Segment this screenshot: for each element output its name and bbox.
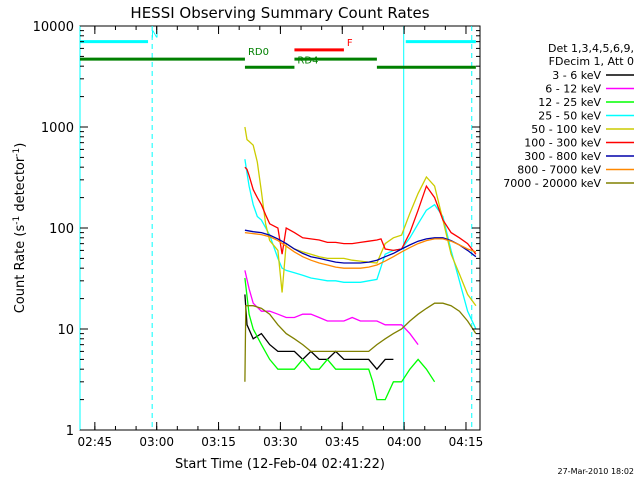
chart-title: HESSI Observing Summary Count Rates — [130, 4, 429, 22]
legend-label-0: 3 - 6 keV — [552, 69, 601, 82]
series-line-3 — [244, 159, 477, 330]
y-label-end: ) — [13, 143, 28, 148]
y-axis-ticks: 1 10 100 1000 10000 — [33, 20, 480, 439]
x-tick-label-3: 03:30 — [263, 435, 298, 449]
y-tick-label-4: 10000 — [33, 20, 74, 35]
legend: Det 1,3,4,5,6,9, FDecim 1, Att 0 3 - 6 k… — [503, 42, 634, 190]
y-tick-label-3: 1000 — [41, 121, 74, 136]
legend-label-5: 100 - 300 keV — [524, 137, 601, 150]
legend-label-8: 7000 - 20000 keV — [503, 177, 601, 190]
series-line-2 — [244, 277, 436, 401]
x-tick-label-5: 04:00 — [387, 435, 422, 449]
y-axis-label: Count Rate (s-1 detector-1) — [12, 143, 28, 314]
series-line-7 — [244, 231, 477, 269]
y-tick-label-1: 10 — [57, 323, 74, 338]
y-tick-label-2: 100 — [49, 222, 74, 237]
y-label-mid: detector — [13, 156, 28, 216]
footer-timestamp: 27-Mar-2010 18:02 — [558, 467, 635, 476]
flag-label-0: N — [151, 30, 158, 41]
series-line-4 — [244, 126, 477, 307]
x-tick-label-2: 03:15 — [201, 435, 236, 449]
legend-header-line-2: FDecim 1, Att 0 — [549, 55, 634, 68]
y-label-sup-1: -1 — [12, 216, 22, 225]
legend-label-7: 800 - 7000 keV — [517, 164, 601, 177]
legend-label-6: 300 - 800 keV — [524, 150, 601, 163]
flag-label-2: RD0 — [248, 47, 269, 58]
series-lines — [244, 126, 477, 401]
series-line-8 — [244, 302, 477, 382]
legend-header-line-1: Det 1,3,4,5,6,9, — [548, 42, 634, 55]
x-axis-label: Start Time (12-Feb-04 02:41:22) — [175, 457, 385, 472]
x-tick-label-4: 03:45 — [325, 435, 360, 449]
series-line-5 — [244, 166, 477, 255]
y-tick-label-0: 1 — [66, 424, 74, 439]
legend-label-2: 12 - 25 keV — [538, 96, 601, 109]
series-line-6 — [244, 229, 477, 264]
flag-label-1: F — [347, 38, 353, 49]
flag-label-3: RD4 — [297, 55, 318, 66]
legend-label-3: 25 - 50 keV — [538, 110, 601, 123]
series-line-1 — [244, 270, 419, 345]
x-tick-label-1: 03:00 — [139, 435, 174, 449]
legend-label-1: 6 - 12 keV — [545, 83, 601, 96]
series-line-0 — [244, 294, 394, 371]
legend-label-4: 50 - 100 keV — [531, 123, 601, 136]
x-tick-label-0: 02:45 — [78, 435, 113, 449]
x-axis-ticks: 02:45 03:00 03:15 03:30 03:45 04:00 04:15 — [78, 26, 484, 449]
flag-bars: N F RD0 RD4 — [80, 30, 476, 69]
y-label-main: Count Rate (s — [13, 225, 28, 314]
y-label-sup-2: -1 — [12, 148, 22, 157]
x-tick-label-6: 04:15 — [449, 435, 484, 449]
